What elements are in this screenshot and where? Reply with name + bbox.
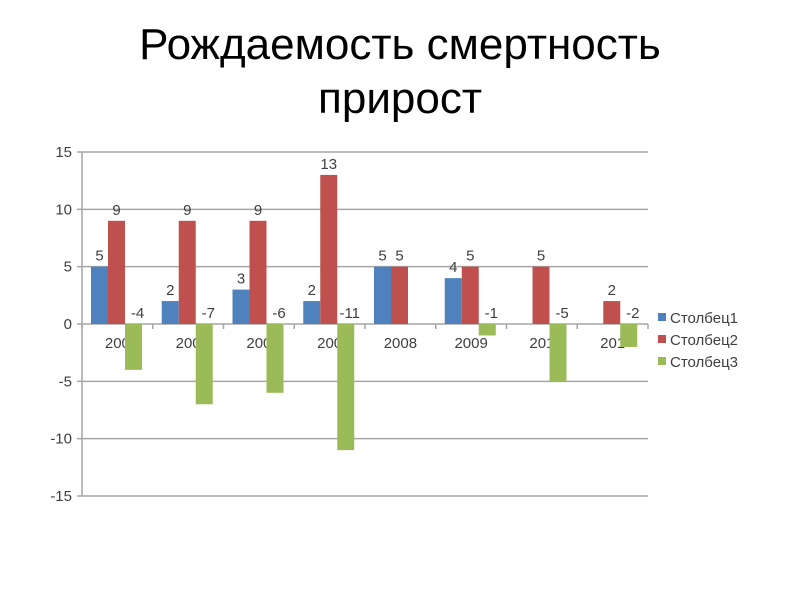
bar-1 — [444, 278, 462, 324]
data-label: 2 — [608, 282, 616, 299]
bar-1 — [91, 266, 108, 324]
data-label: 5 — [378, 248, 386, 265]
x-tick-label: 200 — [105, 335, 130, 352]
data-label: -6 — [272, 305, 285, 322]
x-tick-label: 201 — [529, 335, 554, 352]
y-tick-label: -15 — [50, 488, 72, 505]
data-label: 4 — [449, 259, 457, 276]
x-tick-label: 200 — [176, 335, 201, 352]
title-line-1: Рождаемость смертность — [139, 20, 661, 69]
bar-3 — [337, 324, 355, 451]
data-label: 5 — [395, 248, 403, 265]
legend-swatch — [658, 335, 666, 343]
y-tick-label: 10 — [55, 201, 72, 218]
bar-2 — [249, 220, 267, 324]
data-label: -11 — [339, 305, 360, 322]
x-tick-label: 200 — [317, 335, 342, 352]
legend-label: Столбец1 — [670, 310, 738, 327]
bar-2 — [108, 220, 125, 324]
data-label: 2 — [166, 282, 174, 299]
x-tick-label: 2008 — [384, 335, 417, 352]
y-tick-label: 15 — [55, 144, 72, 161]
legend-swatch — [658, 357, 666, 365]
bar-3 — [195, 324, 213, 405]
bar-3 — [549, 324, 567, 382]
legend-swatch — [658, 313, 666, 321]
bar-2 — [391, 266, 408, 324]
title-line-2: прирост — [318, 74, 482, 123]
bar-1 — [374, 266, 391, 324]
data-label: 5 — [466, 248, 474, 265]
data-label: 2 — [308, 282, 316, 299]
bar-1 — [161, 301, 179, 324]
data-label: -5 — [555, 305, 568, 322]
data-label: 9 — [183, 202, 191, 219]
data-label: 3 — [237, 271, 245, 288]
data-label: 9 — [112, 202, 120, 219]
data-label: -2 — [626, 305, 639, 322]
data-label: -1 — [485, 305, 498, 322]
x-tick-label: 2009 — [454, 335, 487, 352]
x-tick-label: 201 — [600, 335, 625, 352]
data-label: -7 — [202, 305, 215, 322]
bar-3 — [620, 324, 638, 347]
legend-label: Столбец2 — [670, 332, 738, 349]
data-label: 5 — [537, 248, 545, 265]
bar-3 — [478, 324, 496, 336]
x-tick-label: 200 — [246, 335, 271, 352]
y-tick-label: -10 — [50, 431, 72, 448]
bar-2 — [320, 174, 338, 324]
bar-3 — [266, 324, 284, 393]
slide-title: Рождаемость смертность прирост — [0, 18, 800, 126]
bar-2 — [603, 301, 621, 324]
data-label: 13 — [320, 156, 337, 173]
bar-1 — [303, 301, 321, 324]
bar-2 — [532, 266, 550, 324]
data-label: 9 — [254, 202, 262, 219]
y-tick-label: -5 — [59, 373, 72, 390]
bar-2 — [178, 220, 196, 324]
y-tick-label: 5 — [64, 259, 72, 276]
bar-2 — [461, 266, 479, 324]
legend-label: Столбец3 — [670, 354, 738, 371]
data-label: 5 — [95, 248, 103, 265]
data-label: -4 — [131, 305, 144, 322]
bar-3 — [125, 324, 142, 370]
y-tick-label: 0 — [64, 316, 72, 333]
bar-1 — [232, 289, 250, 324]
